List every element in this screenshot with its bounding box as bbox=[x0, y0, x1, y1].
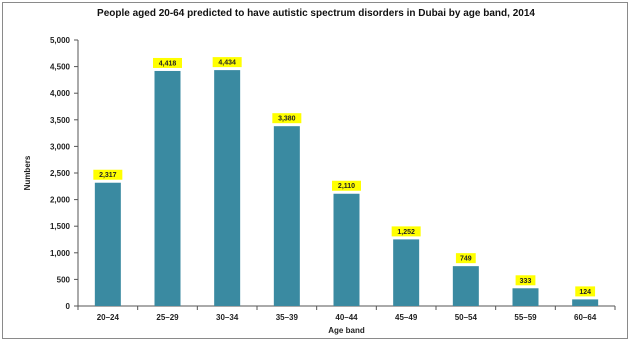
data-label: 4,418 bbox=[159, 60, 177, 67]
y-tick-label: 2,000 bbox=[50, 196, 71, 205]
data-label-bg bbox=[153, 57, 182, 68]
data-label-bg bbox=[93, 169, 123, 180]
data-label: 4,434 bbox=[218, 60, 236, 67]
x-tick-label: 45–49 bbox=[395, 313, 418, 322]
bar bbox=[214, 70, 241, 306]
data-label: 3,380 bbox=[278, 116, 296, 123]
y-axis: 0 500 1,000 1,500 2,000 2,500 3,000 3,500 4,000 4… bbox=[50, 36, 79, 311]
bar bbox=[333, 193, 360, 306]
y-tick-label: 5,000 bbox=[50, 36, 71, 45]
bar bbox=[154, 70, 181, 306]
x-tick-label: 55–59 bbox=[514, 313, 537, 322]
y-tick-label: 0 bbox=[66, 302, 71, 311]
bar bbox=[94, 182, 121, 306]
y-tick-label: 1,000 bbox=[50, 249, 71, 258]
data-label: 333 bbox=[520, 278, 532, 285]
y-tick-label: 3,000 bbox=[50, 142, 71, 151]
data-label: 2,317 bbox=[99, 172, 117, 179]
bars bbox=[94, 70, 599, 307]
bar bbox=[393, 239, 420, 306]
data-label-bg bbox=[515, 275, 536, 286]
x-tick-label: 60–64 bbox=[574, 313, 597, 322]
data-label: 749 bbox=[460, 256, 472, 263]
x-tick-label: 25–29 bbox=[156, 313, 179, 322]
data-label-bg bbox=[575, 286, 596, 297]
y-axis-title: Numbers bbox=[23, 155, 32, 190]
y-tick-label: 500 bbox=[57, 275, 71, 284]
data-labels: 2,317 4,418 4,434 3,380 2,110 1,252 749 333 124 bbox=[93, 57, 596, 297]
x-tick-label: 30–34 bbox=[216, 313, 239, 322]
chart-title: People aged 20-64 predicted to have auti… bbox=[97, 8, 535, 19]
y-tick-label: 4,500 bbox=[50, 63, 71, 72]
data-label-bg bbox=[272, 113, 302, 124]
x-tick-label: 35–39 bbox=[276, 313, 299, 322]
data-label: 124 bbox=[579, 289, 591, 296]
y-tick-label: 4,000 bbox=[50, 89, 71, 98]
bar bbox=[512, 288, 539, 306]
y-tick-label: 3,500 bbox=[50, 116, 71, 125]
x-tick-label: 40–44 bbox=[335, 313, 358, 322]
bar bbox=[572, 299, 599, 306]
bar bbox=[273, 126, 300, 307]
x-tick-label: 50–54 bbox=[455, 313, 478, 322]
data-label-bg bbox=[391, 226, 421, 237]
data-label-bg bbox=[212, 57, 242, 68]
y-tick-label: 1,500 bbox=[50, 222, 71, 231]
data-label-bg bbox=[455, 253, 476, 264]
x-axis-title: Age band bbox=[328, 326, 365, 335]
data-label: 1,252 bbox=[397, 229, 415, 236]
y-tick-label: 2,500 bbox=[50, 169, 71, 178]
data-label: 2,110 bbox=[338, 183, 355, 190]
x-tick-label: 20–24 bbox=[97, 313, 120, 322]
x-axis: 20–24 25–29 30–34 35–39 40–44 45–49 50–54 55–59… bbox=[77, 305, 616, 322]
bar bbox=[452, 266, 479, 306]
data-label-bg bbox=[332, 180, 361, 191]
